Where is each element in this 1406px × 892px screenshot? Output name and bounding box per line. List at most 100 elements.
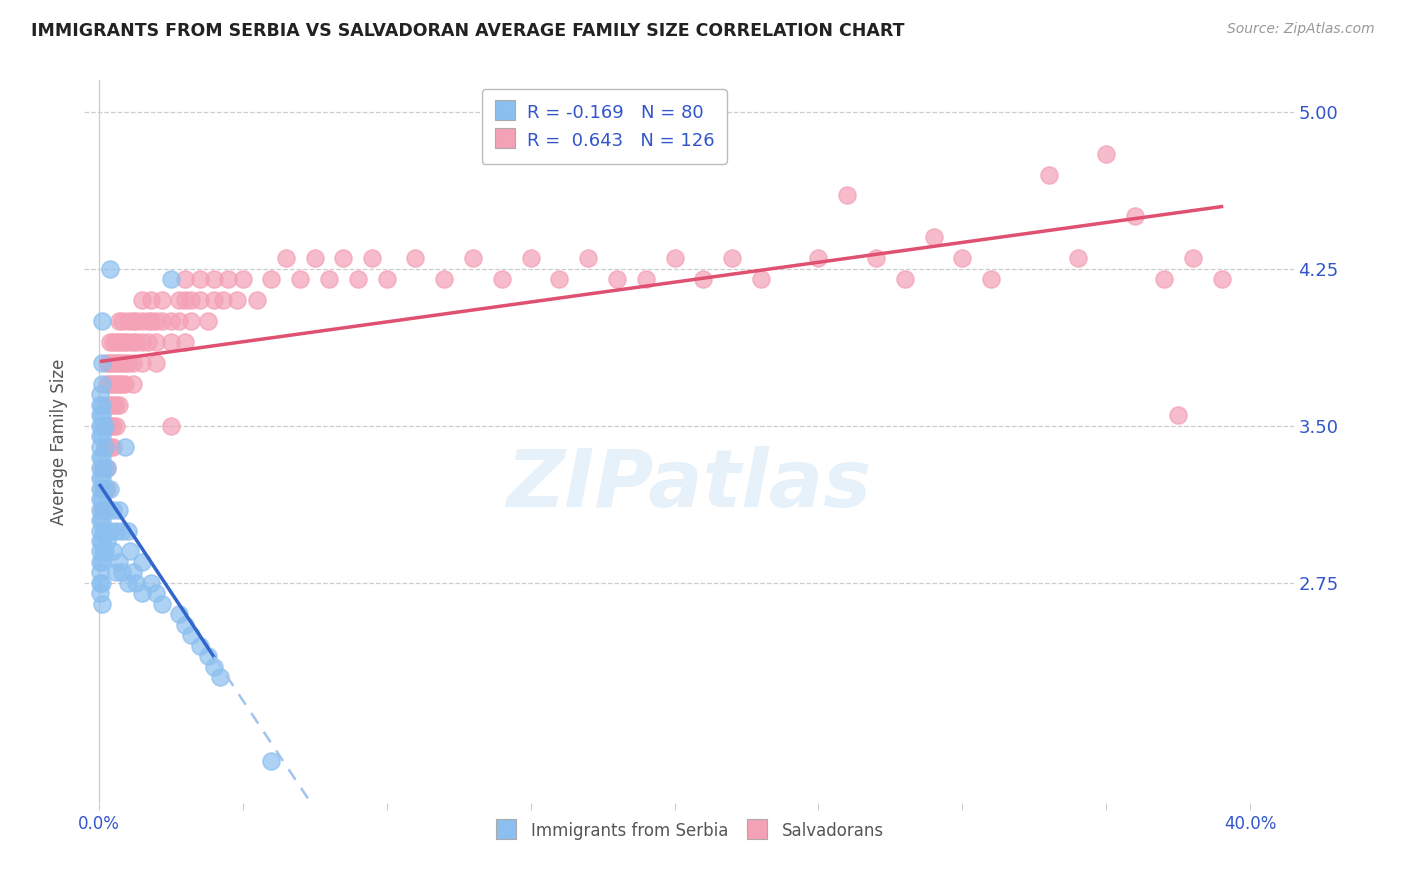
Point bbox=[101, 376, 124, 391]
Point bbox=[217, 272, 239, 286]
Point bbox=[117, 314, 139, 328]
Point bbox=[91, 460, 114, 475]
Point bbox=[98, 418, 121, 433]
Point bbox=[197, 649, 219, 664]
Point bbox=[837, 188, 859, 202]
Point bbox=[98, 356, 121, 370]
Point bbox=[111, 356, 134, 370]
Point bbox=[150, 314, 173, 328]
Point bbox=[90, 492, 112, 507]
Point bbox=[90, 597, 112, 611]
Point bbox=[174, 293, 197, 308]
Point bbox=[246, 293, 269, 308]
Point bbox=[894, 272, 917, 286]
Point bbox=[290, 272, 312, 286]
Point bbox=[89, 471, 111, 485]
Point bbox=[89, 502, 111, 516]
Point bbox=[404, 252, 426, 266]
Point bbox=[111, 566, 134, 580]
Point bbox=[197, 314, 219, 328]
Point bbox=[108, 356, 131, 370]
Point bbox=[606, 272, 628, 286]
Point bbox=[93, 482, 115, 496]
Point bbox=[89, 575, 111, 590]
Point bbox=[89, 524, 111, 538]
Point bbox=[93, 544, 115, 558]
Point bbox=[174, 617, 197, 632]
Point bbox=[108, 502, 131, 516]
Point bbox=[125, 575, 148, 590]
Point bbox=[749, 272, 772, 286]
Point bbox=[1095, 146, 1118, 161]
Point bbox=[169, 607, 191, 622]
Point bbox=[105, 566, 128, 580]
Point bbox=[125, 314, 148, 328]
Point bbox=[90, 471, 112, 485]
Point bbox=[105, 398, 128, 412]
Point bbox=[260, 272, 283, 286]
Point bbox=[90, 534, 112, 549]
Point bbox=[548, 272, 571, 286]
Point bbox=[90, 409, 112, 423]
Point bbox=[1066, 252, 1088, 266]
Point bbox=[108, 376, 131, 391]
Point bbox=[108, 334, 131, 349]
Point bbox=[114, 356, 136, 370]
Point bbox=[91, 502, 114, 516]
Point bbox=[169, 314, 191, 328]
Point bbox=[105, 418, 128, 433]
Point bbox=[347, 272, 370, 286]
Point bbox=[139, 293, 162, 308]
Point bbox=[576, 252, 599, 266]
Point bbox=[89, 534, 111, 549]
Point bbox=[139, 314, 162, 328]
Point bbox=[98, 376, 121, 391]
Point bbox=[980, 272, 1002, 286]
Point bbox=[122, 566, 145, 580]
Point bbox=[90, 356, 112, 370]
Point bbox=[122, 356, 145, 370]
Point bbox=[232, 272, 254, 286]
Point bbox=[131, 555, 153, 569]
Point bbox=[90, 398, 112, 412]
Point bbox=[108, 398, 131, 412]
Point bbox=[89, 387, 111, 401]
Point bbox=[111, 524, 134, 538]
Point bbox=[111, 334, 134, 349]
Point bbox=[89, 586, 111, 600]
Point bbox=[226, 293, 249, 308]
Point bbox=[90, 429, 112, 443]
Point bbox=[188, 272, 211, 286]
Point bbox=[96, 460, 118, 475]
Point bbox=[159, 272, 181, 286]
Point bbox=[96, 356, 118, 370]
Y-axis label: Average Family Size: Average Family Size bbox=[51, 359, 69, 524]
Point bbox=[114, 440, 136, 454]
Point bbox=[89, 544, 111, 558]
Point bbox=[174, 272, 197, 286]
Point bbox=[117, 334, 139, 349]
Point bbox=[93, 440, 115, 454]
Point bbox=[117, 575, 139, 590]
Point bbox=[122, 314, 145, 328]
Point bbox=[274, 252, 297, 266]
Point bbox=[150, 293, 173, 308]
Point bbox=[89, 482, 111, 496]
Point bbox=[89, 566, 111, 580]
Point bbox=[89, 409, 111, 423]
Point bbox=[101, 544, 124, 558]
Point bbox=[90, 555, 112, 569]
Point bbox=[89, 450, 111, 465]
Point bbox=[491, 272, 513, 286]
Point bbox=[150, 597, 173, 611]
Point bbox=[93, 440, 115, 454]
Point bbox=[260, 754, 283, 768]
Point bbox=[117, 356, 139, 370]
Point bbox=[952, 252, 974, 266]
Point bbox=[90, 314, 112, 328]
Point bbox=[101, 334, 124, 349]
Point bbox=[98, 524, 121, 538]
Point bbox=[98, 440, 121, 454]
Point bbox=[98, 261, 121, 276]
Point bbox=[180, 628, 202, 642]
